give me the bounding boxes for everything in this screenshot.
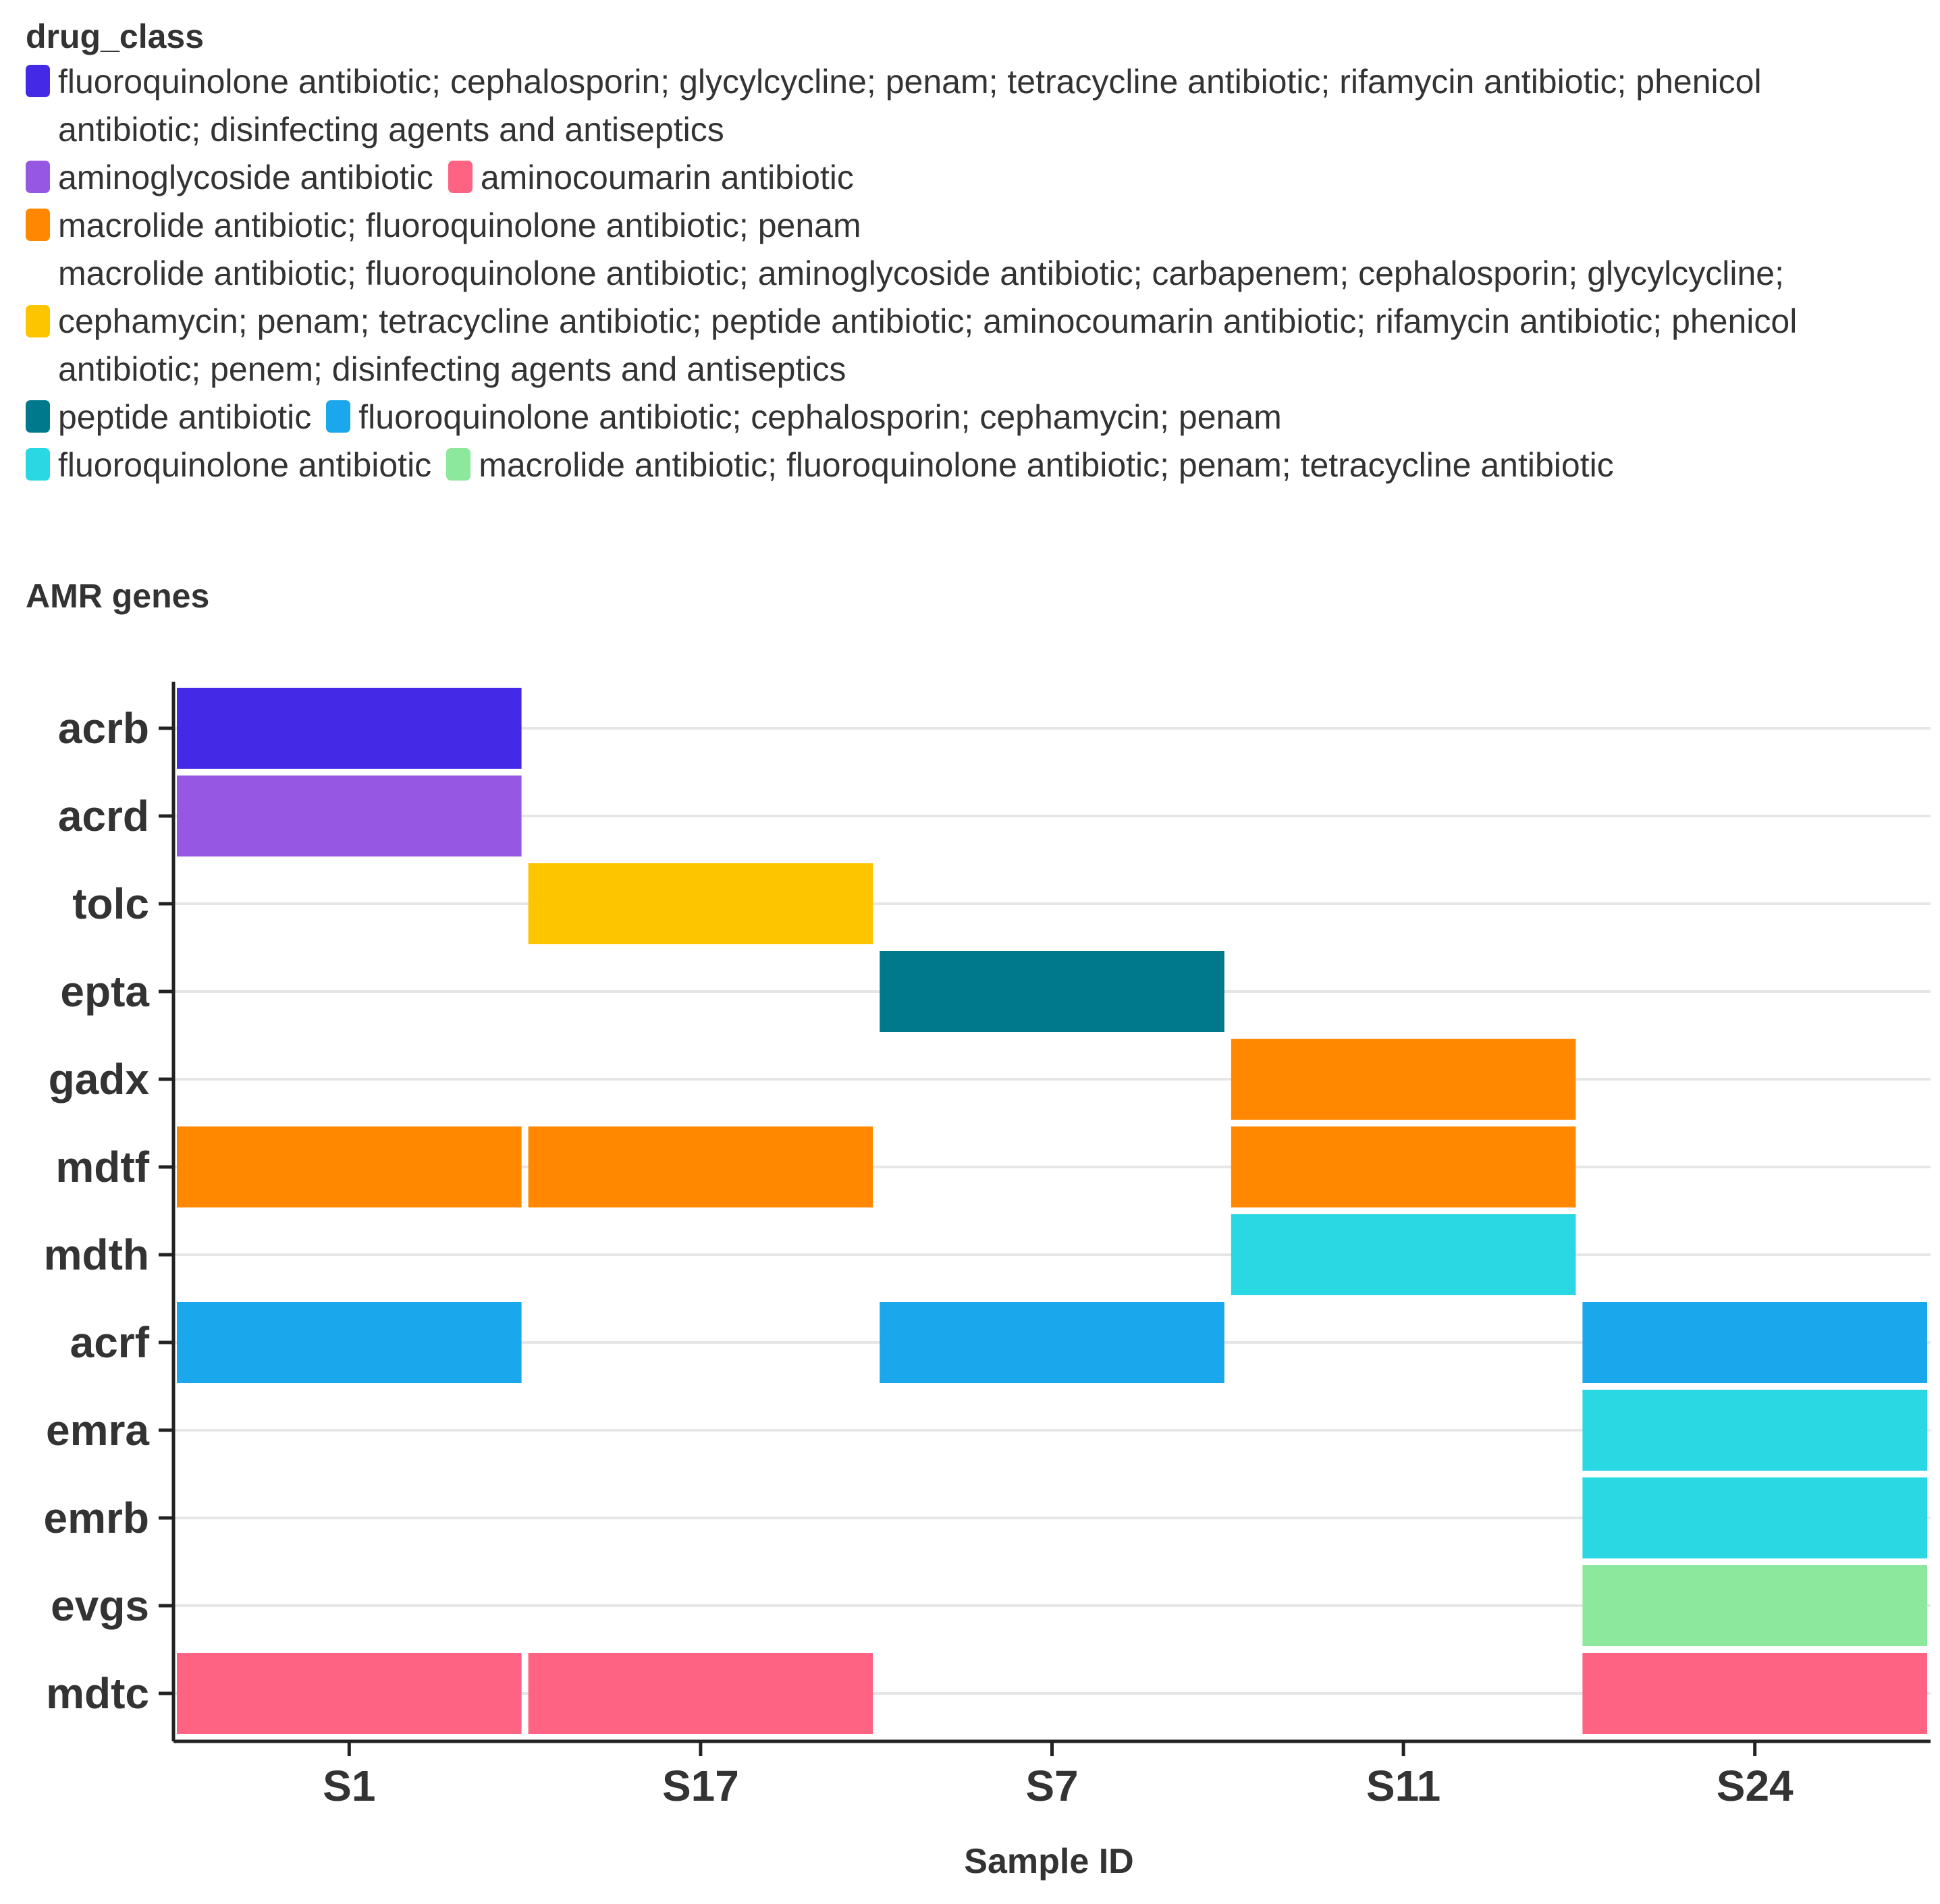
- legend-swatch: [26, 65, 50, 97]
- cell-S17-tolc[interactable]: [528, 863, 873, 944]
- x-tick-label-S11: S11: [1366, 1762, 1440, 1810]
- legend: drug_class fluoroquinolone antibiotic; c…: [26, 15, 1916, 489]
- legend-item[interactable]: macrolide antibiotic; fluoroquinolone an…: [26, 250, 1908, 393]
- cell-S1-mdtc[interactable]: [177, 1653, 522, 1734]
- cell-S24-emra[interactable]: [1582, 1390, 1927, 1471]
- legend-swatch: [26, 448, 50, 481]
- cell-S7-acrf[interactable]: [880, 1302, 1224, 1383]
- legend-item[interactable]: fluoroquinolone antibiotic; cephalospori…: [326, 393, 1282, 441]
- axes: acrb acrd tolc epta gadx mdtf mdth acrf emra emrb…: [44, 682, 1931, 1810]
- cell-S1-acrb[interactable]: [177, 688, 522, 769]
- legend-item[interactable]: aminoglycoside antibiotic: [26, 154, 433, 202]
- legend-swatch: [26, 305, 50, 337]
- legend-row: fluoroquinolone antibiotic; cephalospori…: [26, 58, 1916, 154]
- legend-item[interactable]: peptide antibiotic: [26, 393, 311, 441]
- legend-item[interactable]: fluoroquinolone antibiotic; cephalospori…: [26, 58, 1908, 154]
- y-tick-label-emra: emra: [46, 1406, 149, 1454]
- legend-swatch: [446, 448, 471, 481]
- x-tick-label-S17: S17: [662, 1762, 739, 1810]
- cell-S1-acrd[interactable]: [177, 776, 522, 856]
- legend-swatch: [326, 400, 351, 433]
- cell-S17-mdtc[interactable]: [528, 1653, 873, 1734]
- cell-S24-acrf[interactable]: [1582, 1302, 1927, 1383]
- y-tick-label-epta: epta: [60, 967, 149, 1016]
- legend-swatch: [26, 209, 50, 241]
- legend-title: drug_class: [26, 18, 205, 55]
- legend-item[interactable]: fluoroquinolone antibiotic: [26, 441, 431, 489]
- y-tick-label-mdth: mdth: [44, 1230, 149, 1279]
- cell-S1-mdtf[interactable]: [177, 1126, 522, 1207]
- cell-S11-mdth[interactable]: [1231, 1214, 1576, 1295]
- legend-label: macrolide antibiotic; fluoroquinolone an…: [58, 254, 1798, 388]
- cell-S7-epta[interactable]: [880, 951, 1224, 1032]
- legend-item[interactable]: macrolide antibiotic; fluoroquinolone an…: [26, 202, 861, 250]
- y-tick-label-tolc: tolc: [72, 879, 149, 928]
- y-tick-label-acrf: acrf: [70, 1318, 150, 1367]
- legend-label: fluoroquinolone antibiotic; cephalospori…: [358, 398, 1282, 436]
- x-tick-label-S1: S1: [323, 1762, 375, 1810]
- y-tick-label-acrd: acrd: [58, 792, 149, 840]
- x-tick-label-S24: S24: [1717, 1762, 1794, 1810]
- legend-row: fluoroquinolone antibiotic macrolide ant…: [26, 441, 1916, 489]
- legend-label: aminocoumarin antibiotic: [480, 159, 854, 196]
- y-tick-label-gadx: gadx: [49, 1055, 150, 1104]
- y-tick-label-mdtf: mdtf: [55, 1143, 149, 1191]
- legend-item[interactable]: macrolide antibiotic; fluoroquinolone an…: [446, 441, 1614, 489]
- x-tick-label-S7: S7: [1025, 1762, 1078, 1810]
- heatmap-cells: [177, 688, 1927, 1734]
- y-tick-label-emrb: emrb: [44, 1494, 150, 1542]
- cell-S1-acrf[interactable]: [177, 1302, 522, 1383]
- y-tick-label-mdtc: mdtc: [46, 1669, 149, 1718]
- legend-label: macrolide antibiotic; fluoroquinolone an…: [479, 446, 1614, 484]
- legend-item[interactable]: aminocoumarin antibiotic: [448, 154, 854, 202]
- cell-S11-mdtf[interactable]: [1231, 1126, 1576, 1207]
- legend-swatch: [448, 161, 473, 193]
- legend-row: macrolide antibiotic; fluoroquinolone an…: [26, 202, 1916, 250]
- cell-S11-gadx[interactable]: [1231, 1039, 1576, 1120]
- legend-swatch: [26, 400, 50, 433]
- legend-label: aminoglycoside antibiotic: [58, 159, 433, 196]
- legend-row: macrolide antibiotic; fluoroquinolone an…: [26, 250, 1916, 393]
- legend-label: fluoroquinolone antibiotic: [58, 446, 432, 484]
- x-axis-title: Sample ID: [964, 1842, 1133, 1881]
- legend-label: peptide antibiotic: [58, 398, 312, 436]
- legend-swatch: [26, 161, 50, 193]
- cell-S24-mdtc[interactable]: [1582, 1653, 1927, 1734]
- y-tick-label-acrb: acrb: [58, 704, 149, 753]
- cell-S17-mdtf[interactable]: [528, 1126, 873, 1207]
- legend-label: macrolide antibiotic; fluoroquinolone an…: [58, 207, 861, 244]
- cell-S24-emrb[interactable]: [1582, 1477, 1927, 1558]
- legend-row: peptide antibiotic fluoroquinolone antib…: [26, 393, 1916, 441]
- legend-label: fluoroquinolone antibiotic; cephalospori…: [58, 63, 1762, 148]
- legend-row: aminoglycoside antibiotic aminocoumarin …: [26, 154, 1916, 202]
- chart-title: AMR genes: [26, 577, 209, 615]
- y-tick-label-evgs: evgs: [51, 1581, 149, 1630]
- cell-S24-evgs[interactable]: [1582, 1565, 1927, 1646]
